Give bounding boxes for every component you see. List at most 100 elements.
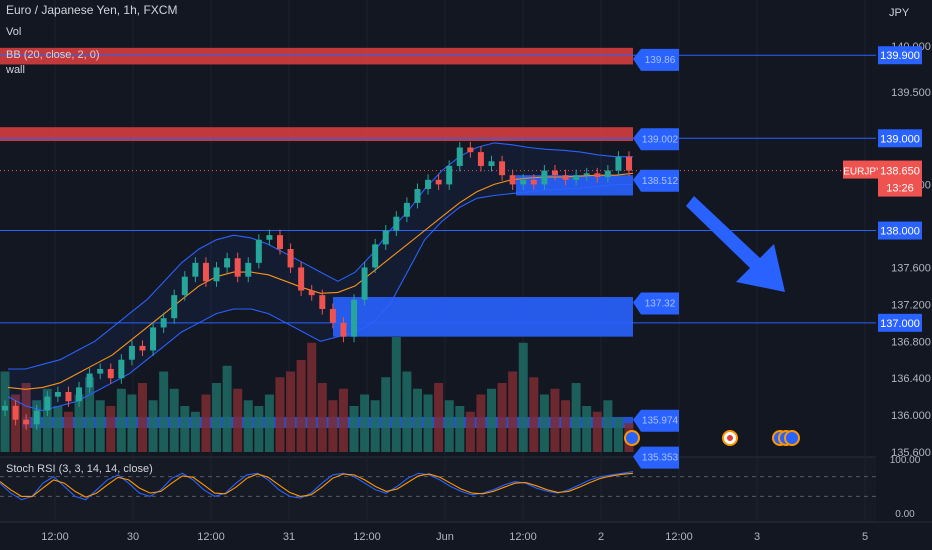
chart-title[interactable]: Euro / Japanese Yen, 1h, FXCM [6,3,178,17]
candle [2,400,8,417]
volume-bar [307,342,317,452]
candle [509,169,516,190]
time-tick-label: 12:00 [509,531,537,543]
candle [393,211,400,237]
candle [477,146,484,172]
candle-body [65,392,72,402]
candle-body [435,179,442,185]
stoch-rsi-label[interactable]: Stoch RSI (3, 3, 14, 14, close) [6,463,153,475]
candle-body [530,179,537,185]
candle-body [626,156,632,171]
volume-bar [201,394,211,452]
candle-body [202,262,209,282]
candle [33,404,40,430]
candle [181,271,188,301]
volume-bar [222,365,232,452]
volume-bar [508,371,518,452]
event-markers [624,430,800,446]
candle-body [23,419,30,425]
candle [276,229,283,255]
volume-bar [127,394,137,452]
candle [551,165,558,181]
level-price-tag-bg [878,221,922,240]
candle [372,238,379,273]
volume-bar [539,394,549,452]
level-price-tag-label: 139.900 [880,50,920,62]
candle-body [551,170,558,176]
bb-fill [8,142,633,411]
zone-tag-label: 139.002 [642,134,679,145]
candle-body [224,258,231,268]
volume-bar [275,377,285,452]
volume-bar [148,400,158,452]
candle-body [139,345,146,351]
candle-body [107,368,114,379]
candle-body [12,405,19,420]
volume-bar [360,394,370,452]
candle [107,363,114,384]
bb-lower-line [7,183,633,412]
candle-body [150,327,157,351]
level-price-tag-label: 139.000 [880,133,920,145]
down-arrow-annotation [686,196,785,292]
candle [403,197,410,223]
candle [594,167,601,183]
candle [329,303,336,329]
legend-wall[interactable]: wall [6,64,25,76]
marker-core [786,432,798,444]
candle [44,391,51,417]
volume-bar [317,383,327,452]
candle-body [54,392,61,397]
time-tick-label: 3 [754,531,760,543]
volume-bar [233,388,243,452]
volume-bar [402,371,412,452]
candle [530,174,537,190]
volume-bar [63,411,73,452]
candle-body [393,216,400,231]
legend-vol[interactable]: Vol [6,26,22,38]
candle [118,354,125,384]
zone-tag-label: 138.512 [642,176,679,187]
candle [12,400,19,426]
candle [150,321,157,357]
volume-bar [254,406,264,452]
zone-tag: 139.002 [633,128,679,151]
volume-bar [328,400,338,452]
candle-body [615,156,622,171]
legend-bb[interactable]: BB (20, close, 2, 0) [6,49,100,61]
zone-tags: 139.86 139.002 138.512 137.32 135.974 135.353 [633,48,679,469]
volume-bar [296,360,306,452]
bollinger-bands [7,142,634,412]
candle-body [33,410,40,425]
volume-bar [95,400,105,452]
candle-body [340,322,347,337]
volume-bar [74,394,84,452]
volume-bar [286,371,296,452]
time-tick-label: 31 [283,531,295,543]
volume-bar [243,400,253,452]
candle-body [245,262,252,277]
candle [54,386,61,403]
candle [171,289,178,324]
volume-bar [190,411,200,452]
candle-body [86,373,93,388]
volume-bar [476,394,486,452]
time-tick-label: 30 [127,531,139,543]
time-tick-label: Jun [436,531,454,543]
candle [382,225,389,250]
time-axis: 12:00 30 12:00 31 12:00 Jun 12:00 2 12:00 3 5 [0,521,932,543]
resistance-zone-top [0,47,633,65]
candle-body [425,179,432,190]
volume-bar [592,411,602,452]
marker-dot [727,435,733,441]
price-tick-label: 136.000 [891,410,931,422]
zone-tag: 138.512 [633,169,679,192]
volume-bar [381,377,391,452]
volume-bar [455,406,465,452]
volume-bar [412,388,422,452]
candle [414,183,421,209]
zone-tag-label: 135.353 [642,453,679,464]
demand-zone [22,416,633,429]
zone-tag-shape [633,292,679,315]
